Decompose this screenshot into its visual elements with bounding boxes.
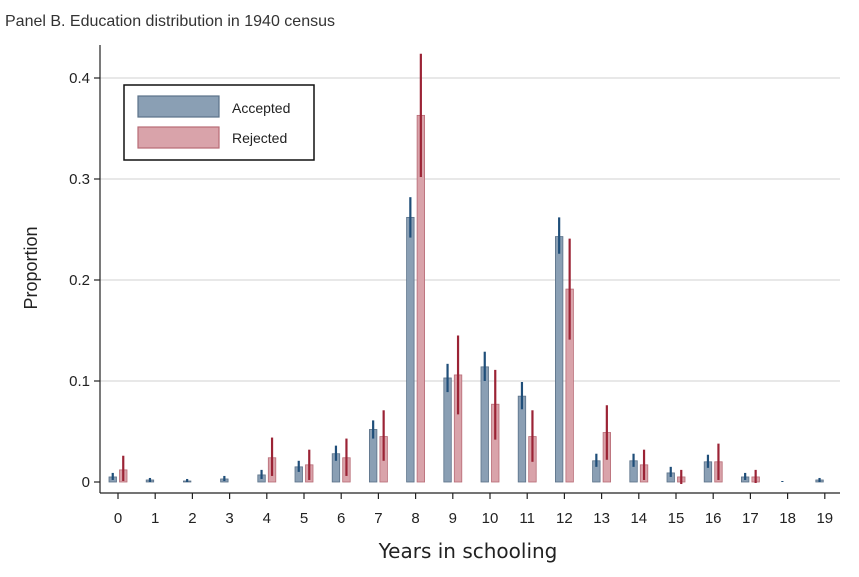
bar-accepted-12	[555, 236, 564, 483]
legend: Accepted Rejected	[123, 84, 315, 161]
x-axis-label: Years in schooling	[378, 539, 558, 563]
legend-label-accepted: Accepted	[232, 100, 290, 116]
x-tick-label: 13	[593, 510, 610, 527]
x-tick-label: 11	[519, 510, 535, 527]
x-tick-label: 2	[188, 510, 196, 527]
x-tick-label: 10	[482, 510, 499, 527]
x-tick-label: 3	[225, 510, 233, 527]
y-tick-label: 0.4	[69, 70, 90, 87]
chart-title: Panel B. Education distribution in 1940 …	[5, 13, 335, 30]
x-tick-label: 15	[668, 510, 685, 527]
plot-frame	[99, 45, 840, 494]
x-tick-label: 14	[630, 510, 647, 527]
bars	[108, 53, 824, 485]
x-tick-label: 12	[556, 510, 573, 527]
bar-accepted-10	[480, 366, 489, 483]
x-tick-label: 17	[742, 510, 759, 527]
x-tick-label: 16	[705, 510, 722, 527]
gridlines	[100, 77, 840, 382]
x-tick-label: 18	[779, 510, 796, 527]
x-tick-label: 4	[263, 510, 271, 527]
x-tick-label: 8	[411, 510, 419, 527]
x-tick-label: 6	[337, 510, 345, 527]
x-axis-ticks: 0 1 2 3 4 5 6 7 8 9 10 11 12 13 14 15 16 17 18 19	[114, 493, 833, 527]
x-tick-label: 9	[449, 510, 457, 527]
x-tick-label: 1	[151, 510, 159, 527]
y-tick-label: 0	[82, 474, 90, 491]
x-tick-label: 7	[374, 510, 382, 527]
legend-swatch-rejected	[137, 126, 220, 149]
x-tick-label: 0	[114, 510, 122, 527]
y-axis-label: Proportion	[21, 226, 41, 309]
legend-swatch-accepted	[137, 95, 220, 118]
x-tick-label: 19	[816, 510, 833, 527]
x-tick-label: 5	[300, 510, 308, 527]
y-tick-label: 0.1	[69, 373, 90, 390]
y-axis-ticks: 0 0.1 0.2 0.3 0.4	[69, 70, 100, 491]
legend-label-rejected: Rejected	[232, 130, 287, 146]
y-tick-label: 0.2	[69, 272, 90, 289]
bar-accepted-9	[443, 377, 452, 483]
bar-accepted-8	[406, 216, 415, 483]
y-tick-label: 0.3	[69, 171, 90, 188]
